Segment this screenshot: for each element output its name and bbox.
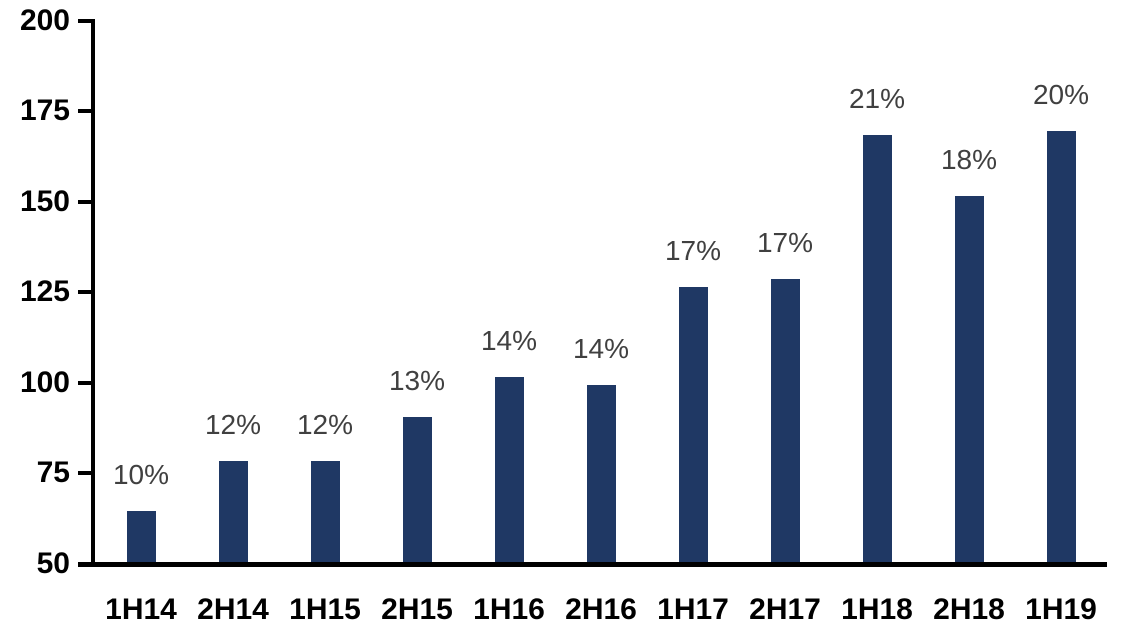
bar-value-label-1H18: 21%: [848, 82, 906, 114]
y-axis-tick-mark: [78, 380, 91, 385]
y-axis-tick-label: 200: [19, 3, 70, 37]
x-axis-label-2H15: 2H15: [381, 593, 453, 626]
bar-2H16: [586, 384, 616, 562]
x-axis-label-1H14: 1H14: [105, 593, 177, 626]
bar-1H18: [862, 134, 892, 562]
y-axis-tick-label: 50: [36, 547, 70, 580]
y-axis-tick-label: 100: [19, 365, 70, 399]
x-axis-label-1H15: 1H15: [289, 593, 361, 626]
bar-value-label-1H15: 12%: [296, 408, 354, 440]
bar-2H15: [402, 417, 432, 562]
y-axis-tick-mark: [78, 562, 91, 566]
y-axis-tick-label: 75: [36, 456, 70, 490]
bar-1H17: [678, 286, 708, 562]
y-axis-tick-mark: [78, 109, 91, 114]
y-axis-tick-mark: [78, 471, 91, 476]
y-axis-tick-label: 175: [19, 94, 70, 128]
y-axis-tick-mark: [78, 18, 91, 23]
x-axis-label-2H17: 2H17: [749, 593, 821, 626]
bar-1H15: [310, 460, 340, 562]
x-axis-label-1H19: 1H19: [1025, 593, 1097, 626]
bar-2H17: [770, 279, 800, 562]
x-axis-label-2H16: 2H16: [565, 593, 637, 626]
bar-value-label-2H18: 18%: [940, 144, 998, 176]
x-axis-label-1H16: 1H16: [473, 593, 545, 626]
bar-value-label-2H14: 12%: [204, 408, 262, 440]
y-axis-tick-label: 150: [19, 184, 70, 218]
x-axis-line: [78, 562, 1107, 567]
bar-2H18: [954, 196, 984, 562]
y-axis-line: [91, 19, 95, 566]
bar-2H14: [218, 460, 248, 562]
y-axis-tick-label: 125: [19, 275, 70, 309]
x-axis-label-1H17: 1H17: [657, 593, 729, 626]
bar-value-label-1H14: 10%: [112, 459, 170, 491]
y-axis-tick-mark: [78, 290, 91, 295]
bar-value-label-2H16: 14%: [572, 332, 630, 364]
bar-value-label-2H17: 17%: [756, 227, 814, 259]
bar-value-label-1H17: 17%: [664, 234, 722, 266]
x-axis-label-1H18: 1H18: [841, 593, 913, 626]
bar-value-label-1H16: 14%: [480, 325, 538, 357]
bar-1H19: [1046, 130, 1076, 562]
y-axis-tick-mark: [78, 199, 91, 204]
bar-1H16: [494, 377, 524, 562]
bar-value-label-1H19: 20%: [1032, 78, 1090, 110]
bar-value-label-2H15: 13%: [388, 365, 446, 397]
x-axis-label-2H18: 2H18: [933, 593, 1005, 626]
bar-1H14: [126, 511, 156, 562]
x-axis-label-2H14: 2H14: [197, 593, 269, 626]
